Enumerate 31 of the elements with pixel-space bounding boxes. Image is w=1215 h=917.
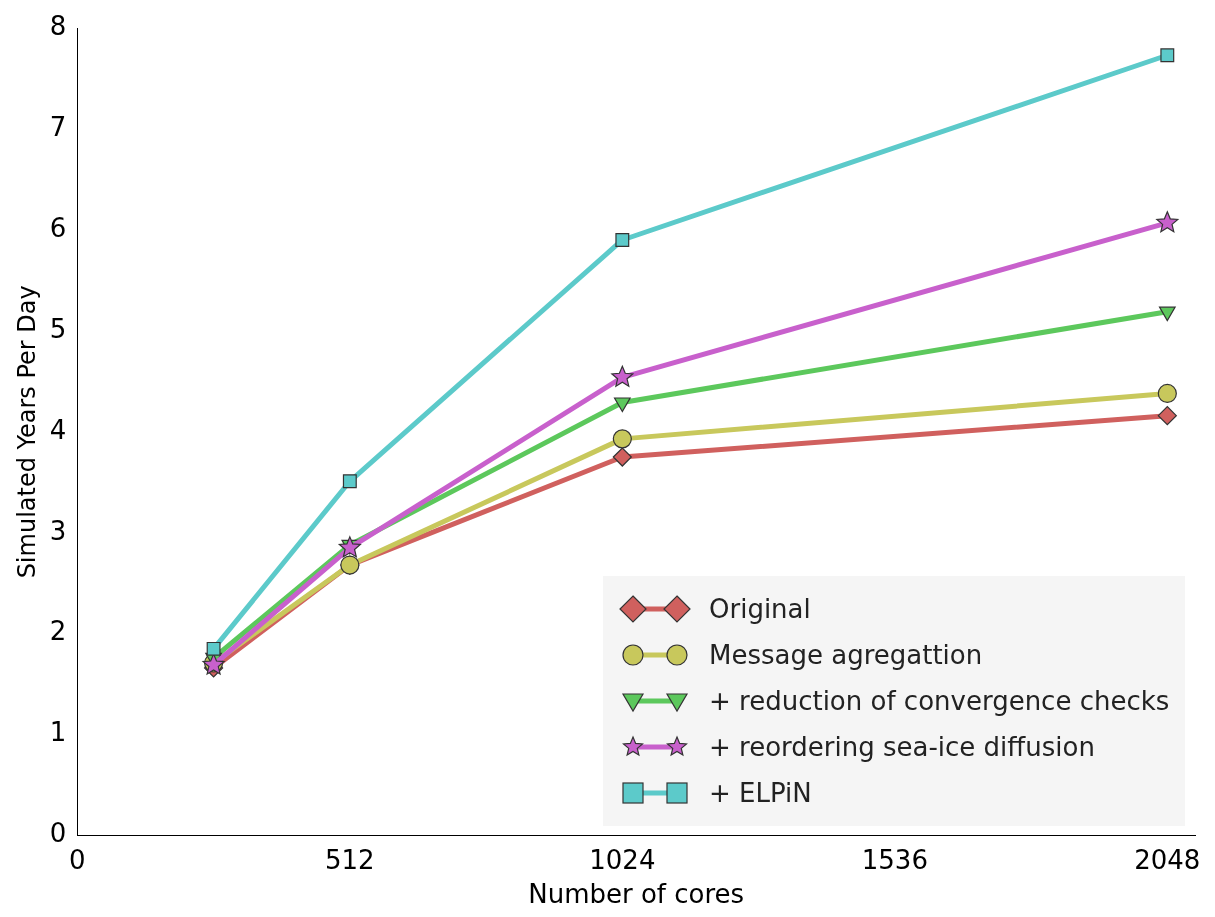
legend-label: + reordering sea-ice diffusion: [709, 731, 1095, 762]
point: [611, 365, 634, 387]
y-tick-label: 0: [49, 818, 67, 849]
legend-label: Message agregattion: [709, 639, 983, 670]
x-tick-label: 512: [325, 844, 375, 875]
point: [1160, 48, 1175, 63]
x-tick-label: 0: [69, 844, 86, 875]
point: [612, 429, 632, 449]
x-tick-label: 2048: [1134, 844, 1201, 875]
point: [1157, 406, 1177, 426]
x-tick-label: 1024: [589, 844, 656, 875]
y-tick-label: 5: [49, 313, 67, 344]
legend-label: Original: [709, 593, 811, 624]
point: [1156, 211, 1179, 233]
point: [612, 447, 632, 467]
y-tick-label: 6: [49, 212, 67, 243]
y-tick-label: 2: [49, 616, 67, 647]
y-tick-label: 8: [49, 10, 67, 41]
y-tick-label: 4: [49, 414, 67, 445]
point: [615, 233, 630, 247]
y-tick-label: 3: [49, 515, 67, 546]
x-axis-title: Number of cores: [528, 879, 745, 910]
y-axis-title: Simulated Years Per Day: [12, 285, 41, 579]
y-tick-label: 1: [49, 717, 67, 748]
point: [206, 641, 221, 656]
legend-label: + ELPiN: [709, 777, 812, 808]
y-tick-label: 7: [49, 111, 67, 142]
x-tick-label: 1536: [861, 844, 928, 875]
legend-label: + reduction of convergence checks: [709, 685, 1170, 716]
point: [342, 474, 357, 489]
point: [1157, 383, 1177, 404]
